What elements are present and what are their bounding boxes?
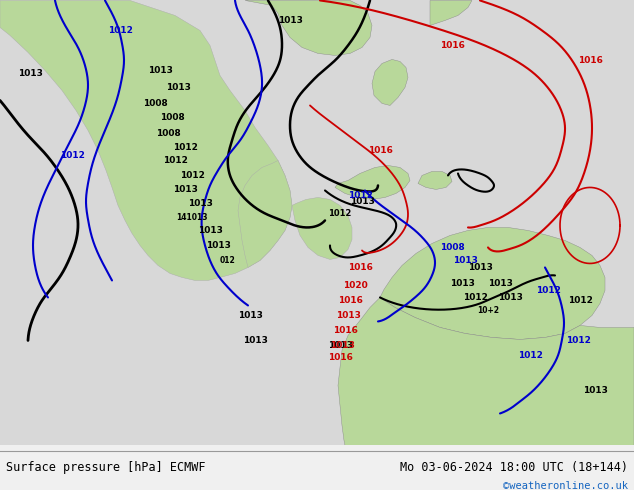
Text: 1013: 1013 — [467, 263, 493, 272]
Text: 1008: 1008 — [155, 129, 181, 138]
Text: 1016: 1016 — [368, 146, 392, 155]
Text: 1012: 1012 — [347, 191, 372, 200]
Text: 1016: 1016 — [578, 56, 602, 65]
Polygon shape — [372, 59, 408, 105]
Text: 1013: 1013 — [188, 199, 212, 208]
Text: 1013: 1013 — [205, 241, 230, 250]
Text: 1012: 1012 — [328, 209, 352, 218]
Text: Surface pressure [hPa] ECMWF: Surface pressure [hPa] ECMWF — [6, 461, 206, 473]
Text: 1008: 1008 — [439, 243, 464, 252]
Polygon shape — [418, 172, 452, 190]
Text: 1012: 1012 — [108, 26, 133, 35]
Text: 1016: 1016 — [337, 296, 363, 305]
Text: 1008: 1008 — [143, 99, 167, 108]
Text: ©weatheronline.co.uk: ©weatheronline.co.uk — [503, 481, 628, 490]
Text: 1013: 1013 — [498, 293, 522, 302]
Text: 1012: 1012 — [162, 156, 188, 165]
Text: 1013: 1013 — [148, 66, 172, 75]
Text: 1012: 1012 — [60, 151, 84, 160]
Text: 1013: 1013 — [165, 83, 190, 92]
Polygon shape — [335, 166, 410, 199]
Text: 1013: 1013 — [238, 311, 262, 320]
Text: 1013: 1013 — [335, 311, 361, 320]
Text: 012: 012 — [220, 256, 236, 265]
Text: 1012: 1012 — [179, 171, 204, 180]
Text: 1012: 1012 — [463, 293, 488, 302]
Text: 1013: 1013 — [450, 279, 474, 288]
Text: 1013: 1013 — [328, 341, 353, 350]
Polygon shape — [238, 160, 292, 268]
Text: 1013: 1013 — [583, 386, 607, 395]
Text: 1012: 1012 — [517, 351, 543, 360]
Text: 1020: 1020 — [342, 281, 367, 290]
Text: 1013: 1013 — [453, 256, 477, 265]
Text: 1013: 1013 — [172, 185, 197, 194]
Polygon shape — [380, 227, 605, 340]
Polygon shape — [338, 297, 634, 445]
Text: 1013: 1013 — [488, 279, 512, 288]
Polygon shape — [0, 0, 292, 280]
Polygon shape — [245, 0, 372, 55]
Text: 1008: 1008 — [160, 113, 184, 122]
Polygon shape — [430, 0, 472, 25]
Text: 1013: 1013 — [18, 69, 42, 78]
Text: 1012: 1012 — [566, 336, 590, 345]
Text: 1013: 1013 — [278, 16, 302, 25]
Text: 1012: 1012 — [567, 296, 592, 305]
Text: 1012: 1012 — [172, 143, 197, 152]
Text: 141013: 141013 — [176, 213, 208, 222]
Text: Mo 03-06-2024 18:00 UTC (18+144): Mo 03-06-2024 18:00 UTC (18+144) — [399, 461, 628, 473]
Text: 1012: 1012 — [536, 286, 560, 295]
Text: 10+2: 10+2 — [477, 306, 499, 315]
Text: 1013: 1013 — [349, 197, 375, 206]
Text: 1013: 1013 — [243, 336, 268, 345]
Text: 1016: 1016 — [328, 353, 353, 362]
Text: 1013: 1013 — [330, 341, 354, 350]
Text: 1016: 1016 — [333, 326, 358, 335]
Text: 1016: 1016 — [347, 263, 372, 272]
Text: 1016: 1016 — [439, 41, 465, 50]
Text: 1013: 1013 — [198, 226, 223, 235]
Polygon shape — [292, 197, 352, 259]
